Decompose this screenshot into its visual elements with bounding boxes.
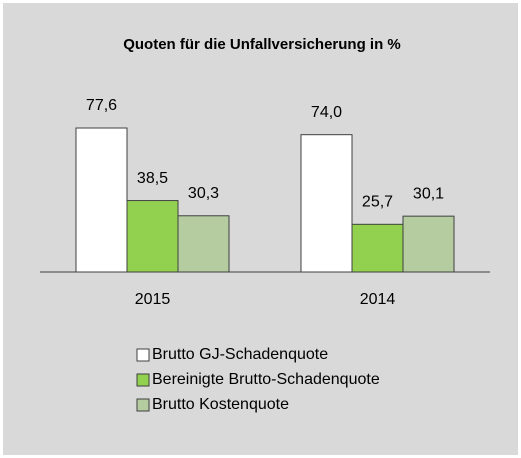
legend-label: Brutto Kostenquote bbox=[152, 396, 289, 413]
bar bbox=[300, 134, 353, 273]
bar bbox=[402, 215, 455, 273]
data-label: 30,3 bbox=[188, 185, 219, 202]
chart-title: Quoten für die Unfallversicherung in % bbox=[123, 36, 401, 53]
legend-swatch bbox=[136, 373, 150, 387]
legend-label: Bereinigte Brutto-Schadenquote bbox=[152, 371, 380, 388]
legend-swatch bbox=[136, 398, 150, 412]
bar bbox=[351, 223, 404, 273]
data-label: 25,7 bbox=[362, 194, 393, 211]
data-label: 30,1 bbox=[413, 185, 444, 202]
bar bbox=[126, 200, 179, 273]
bar bbox=[75, 127, 128, 273]
data-label: 77,6 bbox=[86, 97, 117, 114]
bar bbox=[177, 215, 230, 273]
legend-label: Brutto GJ-Schadenquote bbox=[152, 346, 328, 363]
x-tick-label: 2015 bbox=[135, 291, 171, 308]
legend-swatch bbox=[136, 348, 150, 362]
data-label: 38,5 bbox=[137, 170, 168, 187]
data-label: 74,0 bbox=[311, 104, 342, 121]
x-tick-label: 2014 bbox=[360, 291, 396, 308]
